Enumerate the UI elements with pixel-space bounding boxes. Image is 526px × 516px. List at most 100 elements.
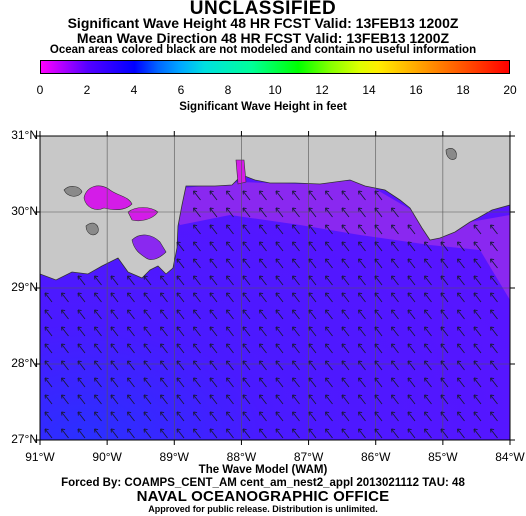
wave-arrow [424,360,432,371]
wave-arrow [44,326,53,337]
wave-arrow [226,207,234,218]
colorbar [40,60,510,74]
wave-arrow [325,343,333,354]
wave-arrow [341,360,350,371]
wave-arrow [77,394,86,405]
wave-arrow [325,207,333,218]
wave-arrow [473,343,482,354]
wave-arrow [358,258,366,269]
wave-arrow [143,343,152,354]
wave-arrow [457,326,465,337]
wave-arrow [457,377,465,388]
colorbar-tick-label: 16 [409,83,423,97]
wave-arrow [325,377,333,388]
wave-arrow [457,292,465,303]
wave-arrow [77,309,86,320]
wave-arrow [341,207,350,218]
wave-arrow [176,258,185,269]
wave-arrow [94,292,102,303]
wave-arrow [490,360,498,371]
wave-arrow [325,275,333,286]
colorbar-tick-label: 12 [315,83,329,97]
wave-arrow [259,207,267,218]
wave-arrow [473,241,482,252]
wave-arrow [44,394,53,405]
wave-arrow [259,258,267,269]
wave-arrow [94,275,102,286]
office-name: NAVAL OCEANOGRAPHIC OFFICE [136,488,390,505]
wave-arrow [226,326,234,337]
wave-arrow [341,377,350,388]
wave-arrow [193,190,201,201]
wave-arrow [391,275,399,286]
wave-arrow [325,360,333,371]
wave-arrow [176,394,185,405]
wave-arrow [292,258,300,269]
wave-arrow [407,309,416,320]
wave-arrow [473,411,482,422]
wave-arrow [292,292,300,303]
longitude-label: 86°W [360,450,391,464]
wave-arrow [61,326,69,337]
wave-arrow [77,292,86,303]
wave-arrow [259,360,267,371]
wave-arrow [259,326,267,337]
wave-arrow [176,309,185,320]
wave-arrow [292,275,300,286]
wave-arrow [457,241,465,252]
wave-arrow [242,224,251,235]
wave-arrow [110,377,119,388]
wave-arrow [226,377,234,388]
wave-arrow [490,309,498,320]
wave-arrow [259,343,267,354]
wave-arrow [209,275,218,286]
wave-arrow [160,394,168,405]
wave-arrow [143,428,152,439]
wave-arrow [391,326,399,337]
wave-arrow [259,292,267,303]
wave-arrow [143,326,152,337]
wave-arrow [440,258,449,269]
wave-arrow [176,326,185,337]
wave-arrow [110,275,119,286]
wave-arrow [424,411,432,422]
wave-arrow [490,292,498,303]
wave-arrow [407,275,416,286]
colorbar-tick-label: 18 [456,83,470,97]
wave-arrow [209,224,218,235]
wave-arrow [292,411,300,422]
wave-arrow [325,292,333,303]
wave-arrow [259,394,267,405]
release-statement: Approved for public release. Distributio… [148,504,378,514]
wave-arrow [226,292,234,303]
wave-arrow [473,258,482,269]
wave-arrow [143,411,152,422]
wave-arrow [275,224,284,235]
wave-arrow [209,394,218,405]
wave-arrow [275,207,284,218]
wave-arrow [424,326,432,337]
wave-arrow [110,428,119,439]
wave-height-subtitle: Significant Wave Height 48 HR FCST Valid… [67,15,459,31]
wave-arrow [308,207,317,218]
wave-arrow [407,428,416,439]
grey-lake-3 [445,148,457,160]
wave-arrow [391,377,399,388]
wave-arrow [176,428,185,439]
wave-arrow [193,292,201,303]
wave-arrow [94,377,102,388]
graticule [40,136,510,440]
wave-arrow [176,275,185,286]
wave-arrow [242,309,251,320]
latitude-label: 28°N [11,356,38,370]
wave-arrow [473,326,482,337]
wave-arrow [160,411,168,422]
wave-arrow [473,377,482,388]
wave-arrow [143,309,152,320]
wave-arrow [407,241,416,252]
wave-arrow [127,292,135,303]
colorbar-tick-label: 4 [130,83,138,97]
wave-arrow [341,428,350,439]
wave-arrow [407,224,416,235]
wave-arrow [209,326,218,337]
